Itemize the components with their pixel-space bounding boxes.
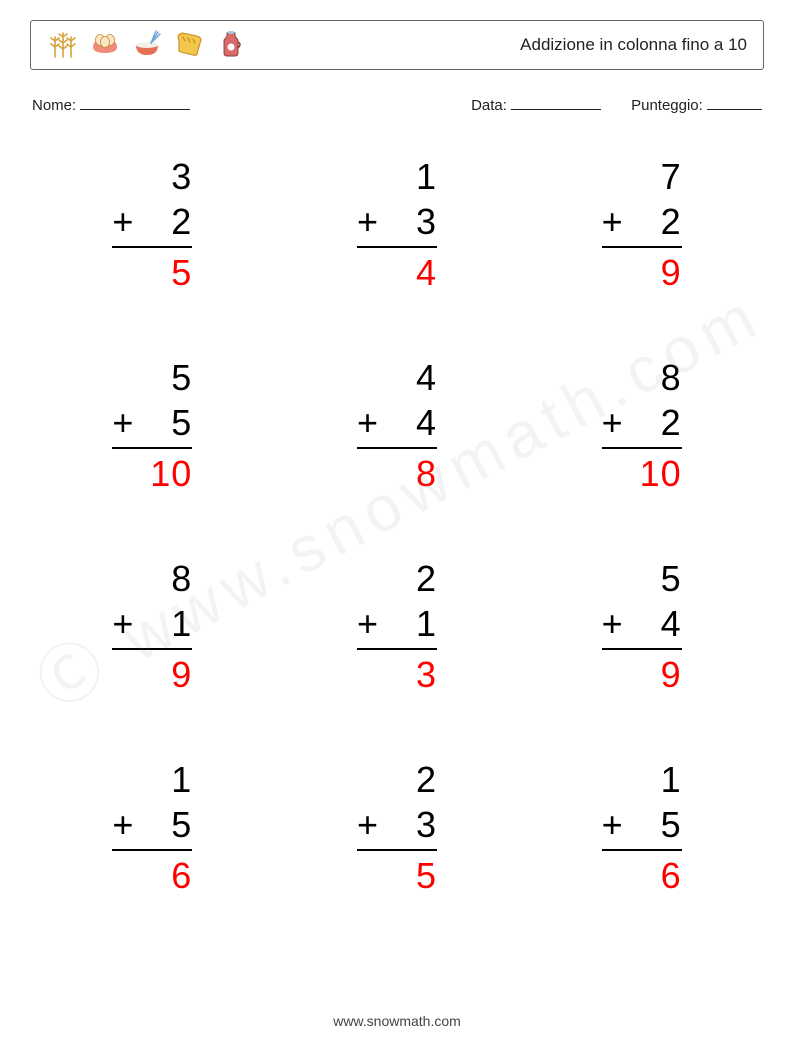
- name-label: Nome:: [32, 97, 76, 114]
- problem-bottom-row: +2: [112, 199, 192, 248]
- problem-bottom-row: +3: [357, 802, 437, 851]
- problem-answer: 8: [357, 449, 437, 496]
- addition-problem: 8+210: [602, 355, 682, 496]
- problem-bottom-number: 4: [416, 402, 437, 443]
- problem-bottom-row: +4: [357, 400, 437, 449]
- problem-answer: 6: [112, 851, 192, 898]
- problem-bottom-number: 1: [171, 603, 192, 644]
- operator: +: [357, 601, 379, 646]
- addition-problem: 4+48: [357, 355, 437, 496]
- addition-problem: 5+510: [112, 355, 192, 496]
- problem-top-number: 5: [602, 556, 682, 601]
- problem-top-number: 8: [602, 355, 682, 400]
- problem-answer: 5: [357, 851, 437, 898]
- problem-answer: 9: [112, 650, 192, 697]
- addition-problem: 7+29: [602, 154, 682, 295]
- problem-answer: 3: [357, 650, 437, 697]
- problem-bottom-number: 1: [416, 603, 437, 644]
- problem-bottom-row: +2: [602, 400, 682, 449]
- problem-bottom-row: +1: [112, 601, 192, 650]
- problem-top-number: 2: [357, 757, 437, 802]
- addition-problem: 5+49: [602, 556, 682, 697]
- info-row: Nome: Data: Punteggio:: [30, 94, 764, 114]
- date-label: Data:: [471, 97, 507, 114]
- problem-bottom-number: 4: [661, 603, 682, 644]
- addition-problem: 2+13: [357, 556, 437, 697]
- worksheet-page: Addizione in colonna fino a 10 Nome: Dat…: [0, 0, 794, 1053]
- operator: +: [602, 601, 624, 646]
- problem-bottom-row: +5: [112, 802, 192, 851]
- problem-top-number: 1: [112, 757, 192, 802]
- operator: +: [112, 400, 134, 445]
- bowl-whisk-icon: [131, 27, 163, 64]
- eggs-icon: [89, 27, 121, 64]
- problem-bottom-row: +3: [357, 199, 437, 248]
- score-field: Punteggio:: [631, 94, 762, 114]
- problem-bottom-number: 2: [661, 201, 682, 242]
- problem-top-number: 3: [112, 154, 192, 199]
- addition-problem: 1+56: [112, 757, 192, 898]
- date-blank[interactable]: [511, 94, 601, 110]
- problem-top-number: 2: [357, 556, 437, 601]
- problem-bottom-row: +2: [602, 199, 682, 248]
- milk-jug-icon: [215, 27, 247, 64]
- operator: +: [112, 601, 134, 646]
- problem-bottom-row: +5: [602, 802, 682, 851]
- problem-answer: 10: [602, 449, 682, 496]
- problem-top-number: 5: [112, 355, 192, 400]
- problem-bottom-number: 2: [171, 201, 192, 242]
- operator: +: [602, 802, 624, 847]
- problem-answer: 4: [357, 248, 437, 295]
- problem-bottom-number: 5: [661, 804, 682, 845]
- problem-answer: 10: [112, 449, 192, 496]
- footer-url: www.snowmath.com: [0, 1013, 794, 1029]
- problem-bottom-row: +5: [112, 400, 192, 449]
- operator: +: [357, 199, 379, 244]
- problem-top-number: 1: [357, 154, 437, 199]
- addition-problem: 1+56: [602, 757, 682, 898]
- addition-problem: 2+35: [357, 757, 437, 898]
- problem-answer: 9: [602, 248, 682, 295]
- header-box: Addizione in colonna fino a 10: [30, 20, 764, 70]
- operator: +: [357, 802, 379, 847]
- problem-bottom-number: 3: [416, 201, 437, 242]
- problem-top-number: 8: [112, 556, 192, 601]
- wheat-icon: [47, 27, 79, 64]
- problem-bottom-row: +1: [357, 601, 437, 650]
- problem-answer: 6: [602, 851, 682, 898]
- operator: +: [602, 199, 624, 244]
- addition-problem: 8+19: [112, 556, 192, 697]
- problem-top-number: 1: [602, 757, 682, 802]
- problem-top-number: 7: [602, 154, 682, 199]
- name-field: Nome:: [32, 94, 190, 114]
- problem-bottom-number: 3: [416, 804, 437, 845]
- worksheet-title: Addizione in colonna fino a 10: [520, 35, 747, 55]
- problem-bottom-row: +4: [602, 601, 682, 650]
- header-icons: [47, 27, 247, 64]
- problem-top-number: 4: [357, 355, 437, 400]
- score-blank[interactable]: [707, 94, 762, 110]
- problem-answer: 5: [112, 248, 192, 295]
- operator: +: [112, 802, 134, 847]
- name-blank[interactable]: [80, 94, 190, 110]
- problem-bottom-number: 5: [171, 402, 192, 443]
- score-label: Punteggio:: [631, 97, 703, 114]
- problem-bottom-number: 5: [171, 804, 192, 845]
- addition-problem: 3+25: [112, 154, 192, 295]
- operator: +: [112, 199, 134, 244]
- date-field: Data:: [471, 94, 601, 114]
- problem-answer: 9: [602, 650, 682, 697]
- problem-bottom-number: 2: [661, 402, 682, 443]
- operator: +: [602, 400, 624, 445]
- bread-icon: [173, 27, 205, 64]
- problems-grid: 3+251+347+295+5104+488+2108+192+135+491+…: [30, 154, 764, 898]
- addition-problem: 1+34: [357, 154, 437, 295]
- operator: +: [357, 400, 379, 445]
